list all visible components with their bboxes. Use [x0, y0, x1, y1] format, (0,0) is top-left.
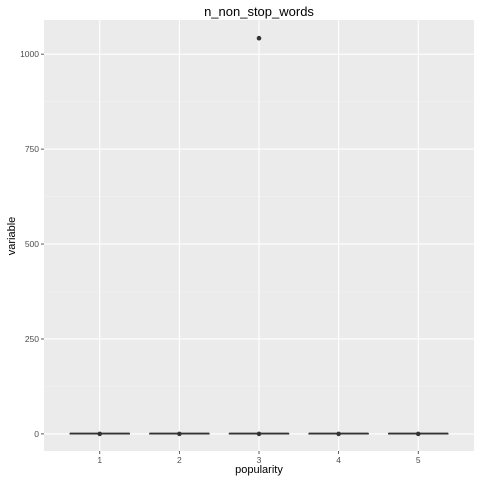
outlier-point	[97, 431, 103, 437]
y-tick-label: 250	[25, 334, 39, 344]
outlier-point	[256, 431, 262, 437]
outlier-point	[177, 431, 182, 437]
x-tick-label: 5	[416, 455, 421, 465]
x-tick-label: 2	[177, 455, 182, 465]
y-axis-label: variable	[6, 217, 18, 256]
y-axis: 0 250 500 750 1000	[20, 49, 44, 439]
outlier-point	[256, 35, 262, 41]
grid-layer	[44, 20, 474, 451]
y-tick-label: 1000	[20, 49, 39, 59]
x-tick-label: 3	[257, 455, 262, 465]
y-tick-label: 500	[25, 239, 39, 249]
x-axis-label: popularity	[235, 464, 283, 476]
outlier-layer	[97, 35, 421, 437]
x-tick-label: 4	[336, 455, 341, 465]
outlier-point	[336, 431, 341, 437]
y-tick-label: 0	[34, 429, 39, 439]
chart-title: n_non_stop_words	[204, 4, 314, 19]
x-axis: 1 2 3 4 5	[97, 451, 421, 465]
outlier-point	[415, 431, 421, 437]
x-tick-label: 1	[97, 455, 102, 465]
y-tick-label: 750	[25, 144, 39, 154]
